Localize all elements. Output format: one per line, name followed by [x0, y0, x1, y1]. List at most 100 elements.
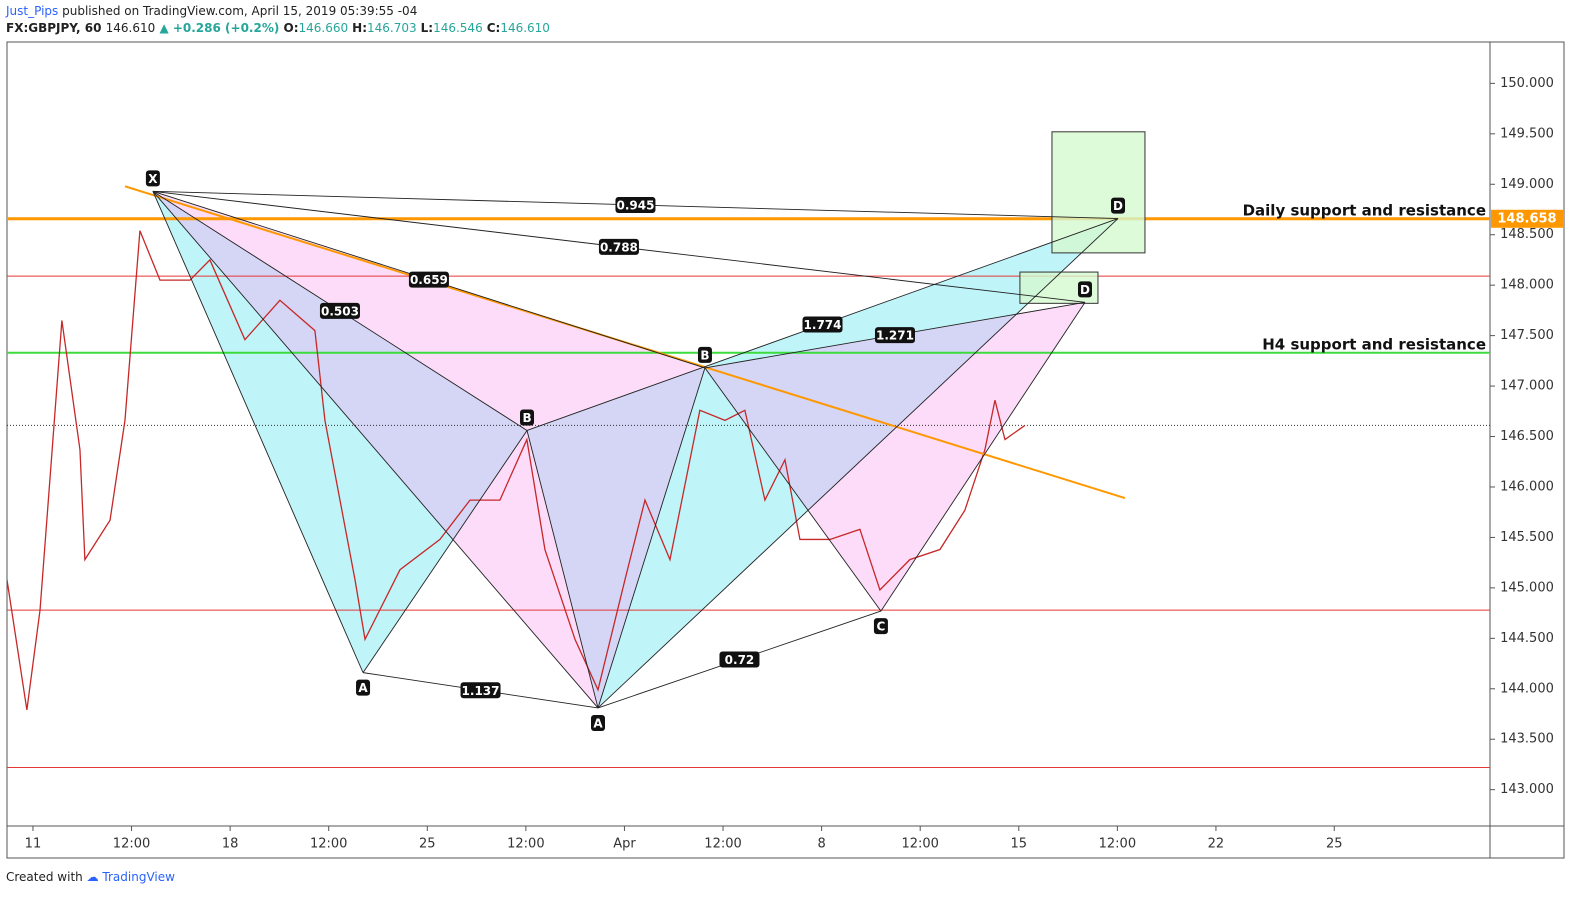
- point-label-box: [1077, 281, 1092, 298]
- point-label-box: [873, 618, 888, 635]
- y-tick-label: 144.000: [1500, 681, 1554, 696]
- brand[interactable]: ☁ TradingView: [86, 870, 175, 884]
- ohlc: O:146.660 H:146.703 L:146.546 C:146.610: [284, 21, 554, 35]
- annotation: H4 support and resistance: [1262, 335, 1486, 353]
- ratio-label: 0.503: [321, 304, 359, 318]
- pattern-leg: [362, 430, 528, 673]
- point-label-box: [590, 714, 605, 731]
- point-label: X: [148, 172, 158, 186]
- change-text: +0.286 (+0.2%): [172, 21, 280, 35]
- x-tick-label: Apr: [613, 837, 636, 852]
- ohlc-key: L:: [420, 21, 434, 35]
- author[interactable]: Just_Pips: [6, 4, 59, 18]
- point-label-box: [1111, 197, 1126, 214]
- pattern-bcd: [704, 302, 1085, 612]
- ratio-label-box: [719, 651, 760, 668]
- point-label: A: [593, 716, 603, 730]
- ratio-label-box: [319, 302, 360, 319]
- ohlc-value: 146.610: [500, 21, 550, 35]
- y-tick-label: 148.500: [1500, 227, 1554, 242]
- y-tick-label: 147.500: [1500, 328, 1554, 343]
- y-tick-label: 148.000: [1500, 278, 1554, 293]
- target-zone: [1051, 131, 1146, 254]
- pattern-xab: [152, 191, 528, 673]
- y-tick-label: 147.000: [1500, 379, 1554, 394]
- x-tick-label: 8: [817, 837, 825, 852]
- ratio-label: 1.137: [462, 684, 500, 698]
- ohlc-key: O:: [283, 21, 299, 35]
- x-tick-label: 22: [1208, 837, 1225, 852]
- brand-text: TradingView: [102, 870, 175, 884]
- ratio-label: 0.659: [410, 273, 448, 287]
- pattern-bcd: [527, 218, 1119, 708]
- x-tick-label: 25: [419, 837, 436, 852]
- point-label: A: [358, 681, 368, 695]
- point-label: B: [522, 411, 531, 425]
- ratio-label: 0.945: [616, 198, 654, 212]
- ratio-label: 1.774: [804, 318, 842, 332]
- x-tick-label: 18: [222, 837, 239, 852]
- ratio-label-box: [408, 271, 449, 288]
- x-tick-label: 12:00: [901, 837, 938, 852]
- ratio-label: 1.271: [876, 329, 914, 343]
- header-quote: FX:GBPJPY, 60 146.610 ▲ +0.286 (+0.2%) O…: [6, 21, 554, 35]
- x-tick-label: 12:00: [507, 837, 544, 852]
- x-tick-label: 12:00: [310, 837, 347, 852]
- ratio-label: 0.72: [725, 653, 755, 667]
- y-tick-label: 143.000: [1500, 782, 1554, 797]
- price-line: [7, 230, 1026, 711]
- y-tick-label: 149.500: [1500, 126, 1554, 141]
- ohlc-value: 146.703: [367, 21, 417, 35]
- x-tick-label: 25: [1326, 837, 1343, 852]
- point-label-box: [697, 346, 712, 363]
- point-label-box: [145, 170, 160, 187]
- point-label: D: [1080, 283, 1090, 297]
- overlay: 143.000 143.500 144.000 144.500 145.000 145.5…: [25, 76, 1563, 852]
- x-tick-label: 11: [25, 837, 42, 852]
- pattern-leg: [152, 191, 364, 673]
- y-tick-label: 146.000: [1500, 479, 1554, 494]
- chart: 143.000 143.500 144.000 144.500 145.000 145.5…: [6, 41, 1565, 859]
- y-tick-label: 145.500: [1500, 530, 1554, 545]
- created-with: Created with: [6, 870, 83, 884]
- price-label-box: [1491, 209, 1563, 228]
- x-tick-label: 12:00: [113, 837, 150, 852]
- ratio-label-box: [802, 316, 843, 333]
- x-tick-label: 12:00: [1099, 837, 1136, 852]
- ohlc-value: 146.546: [433, 21, 483, 35]
- plot-area: [7, 131, 1490, 768]
- point-label: D: [1113, 199, 1123, 213]
- pattern-xab: [152, 191, 705, 708]
- last-price: 146.610: [105, 21, 156, 35]
- point-label-box: [520, 409, 535, 426]
- x-tick-label: 12:00: [704, 837, 741, 852]
- y-tick-label: 144.500: [1500, 631, 1554, 646]
- y-tick-label: 149.000: [1500, 177, 1554, 192]
- ohlc-value: 146.660: [298, 21, 349, 35]
- footer: Created with ☁ TradingView: [6, 870, 175, 884]
- pattern-leg: [704, 367, 882, 612]
- ratio-label-box: [460, 682, 501, 699]
- x-tick-label: 15: [1011, 837, 1028, 852]
- header-byline: Just_Pips published on TradingView.com, …: [6, 4, 417, 18]
- pattern-leg: [597, 367, 706, 709]
- y-tick-label: 150.000: [1500, 76, 1554, 91]
- pattern-leg: [880, 302, 1086, 612]
- price-label: 148.658: [1497, 211, 1556, 226]
- chart-frame: [6, 41, 1565, 859]
- ratio-label-box: [598, 238, 639, 255]
- ratio-label-box: [615, 196, 656, 213]
- ohlc-key: C:: [486, 21, 501, 35]
- annotation: Daily support and resistance: [1243, 201, 1486, 219]
- pattern-leg: [526, 430, 599, 709]
- point-label: C: [877, 620, 886, 634]
- point-label: B: [700, 348, 709, 362]
- ratio-label-box: [874, 327, 915, 344]
- y-tick-label: 146.500: [1500, 429, 1554, 444]
- symbol: FX:GBPJPY, 60: [6, 21, 102, 35]
- ratio-label: 0.788: [600, 240, 638, 254]
- y-tick-label: 145.000: [1500, 580, 1554, 595]
- change: ▲ +0.286 (+0.2%): [159, 21, 280, 35]
- ohlc-key: H:: [352, 21, 367, 35]
- pattern-leg: [152, 191, 599, 709]
